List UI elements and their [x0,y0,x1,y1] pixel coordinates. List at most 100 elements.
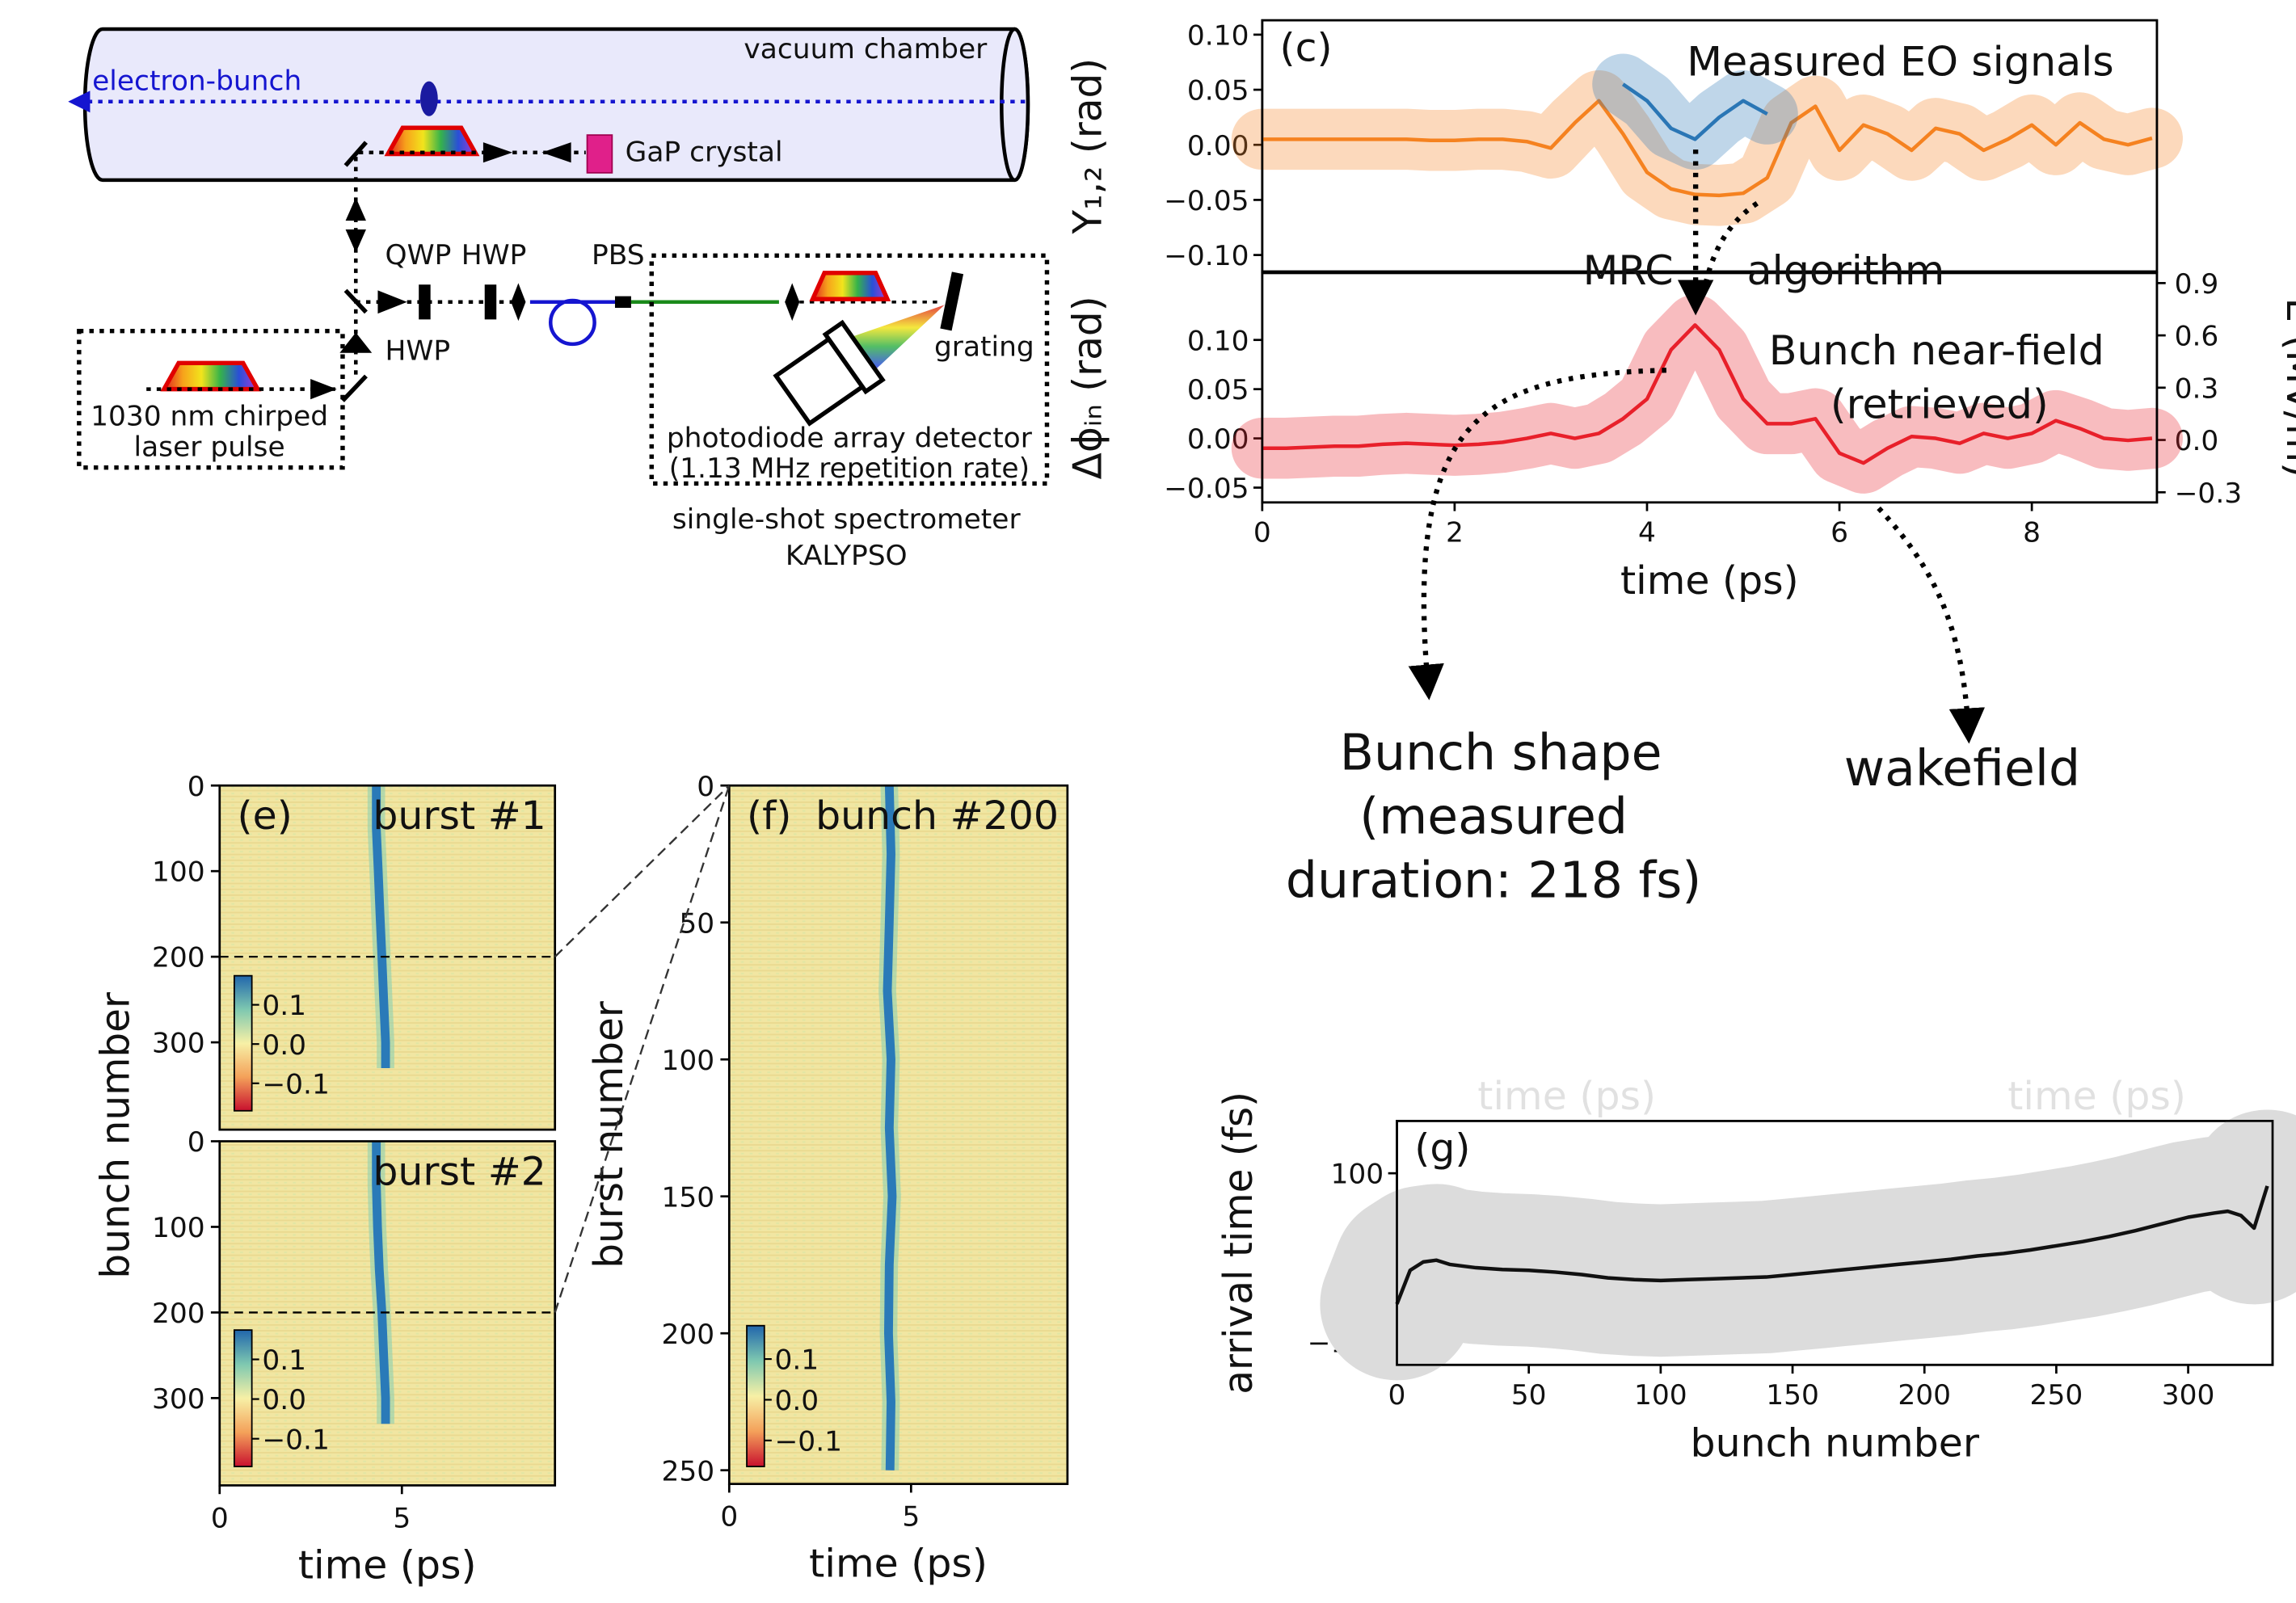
grating [946,273,957,330]
colorbar [234,1330,252,1466]
x-tick-label: 0 [1388,1379,1406,1412]
annotation: Bunch shape [1340,725,1662,782]
annotation: (retrieved) [1830,381,2049,428]
y2-tick-label: −0.3 [2175,478,2243,510]
label: 1030 nm chirped [91,401,328,433]
y-tick-label: −0.10 [1164,240,1249,272]
arrow [1879,508,1969,726]
spread-band [1623,84,1767,139]
y2-tick-label: 0.9 [2175,268,2219,301]
page: EO bunch measurement figure html, body {… [0,0,2296,1603]
x-tick-label: 0 [720,1501,738,1534]
faded-label: time (ps) [1477,1074,1656,1119]
ridge [887,785,892,1470]
x-tick-label: 300 [2162,1379,2215,1412]
arrow [377,290,407,313]
x-axis-label: bunch number [1691,1421,1980,1466]
mirror [343,376,366,401]
label: photodiode array detector [667,423,1033,455]
annotation: Measured EO signals [1687,38,2113,86]
y-axis-label: Y₁,₂ (rad) [1065,58,1110,235]
annotation: duration: 218 fs) [1286,852,1701,910]
x-tick-label: 200 [1898,1379,1951,1412]
label: PBS [592,239,645,271]
x-tick-label: 8 [2023,516,2041,549]
setup-diagram: vacuum chamber electron-bunch GaP crysta… [79,29,1047,572]
panel-label: (e) [238,793,293,839]
y-tick-label: 100 [152,856,205,889]
colorbar [234,976,252,1111]
pulse [813,273,887,299]
x-tick-label: 5 [902,1501,920,1534]
colorbar-tick-label: 0.0 [262,1384,306,1416]
faded-label: time (ps) [2007,1074,2186,1119]
spread-band [1397,1186,2268,1304]
x-axis-label: time (ps) [298,1543,477,1588]
x-axis-label: time (ps) [809,1542,988,1587]
x-tick-label: 5 [393,1503,411,1535]
y-tick-label: 200 [662,1319,715,1351]
y-tick-label: 100 [1331,1159,1384,1191]
y-tick-label: 0.05 [1187,75,1249,107]
annotation: MRC [1583,246,1674,294]
hwp [485,284,496,319]
panel-label: (c) [1280,26,1333,71]
label: GaP crystal [626,137,783,169]
label: electron-bunch [92,65,301,98]
y-tick-label: 0.10 [1187,20,1249,53]
label: QWP [385,239,452,271]
body: { "diagram": { "vacuum_chamber": "vacuum… [0,0,2296,1603]
annotation: wakefield [1844,740,2080,797]
panel-title: bunch #200 [815,793,1059,839]
y-axis-label: bunch number [93,991,138,1278]
y-tick-label: 0 [187,771,205,803]
y-tick-label: 0.10 [1187,325,1249,357]
lens [785,283,799,321]
y-axis-label: arrival time (fs) [1216,1092,1262,1395]
electron-bunch [420,82,438,116]
fiber-loop [550,301,594,344]
x-tick-label: 0 [1253,516,1271,549]
x-tick-label: 100 [1634,1379,1687,1412]
y-tick-label: 250 [662,1455,715,1487]
colorbar [747,1326,765,1466]
colorbar-tick-label: 0.1 [774,1344,819,1377]
y2-tick-label: 0.6 [2175,321,2219,353]
panel-title: burst #1 [373,793,546,839]
colorbar-tick-label: 0.0 [774,1385,819,1417]
label: HWP [461,239,527,271]
colorbar-tick-label: −0.1 [262,1068,330,1100]
panel-label: (g) [1414,1126,1470,1172]
colorbar-tick-label: −0.1 [774,1426,842,1458]
y2-tick-label: 0.3 [2175,373,2219,406]
tube-end [1001,29,1028,180]
label: HWP [385,335,451,368]
y-tick-label: 100 [662,1045,715,1077]
figure: vacuum chamber electron-bunch GaP crysta… [0,0,2296,1603]
pbs [615,297,631,308]
y2-axis-label: E (MV/m) [2277,298,2296,478]
label: grating [934,330,1034,363]
panel-label: (f) [747,793,791,839]
x-tick-label: 50 [1511,1379,1547,1412]
x-tick-label: 2 [1446,516,1464,549]
y-tick-label: −0.05 [1164,473,1249,505]
y-tick-label: 200 [152,942,205,974]
lens [511,283,525,321]
x-tick-label: 4 [1638,516,1656,549]
x-axis-label: time (ps) [1620,558,1799,604]
label: single-shot spectrometer [672,503,1022,536]
x-tick-label: 250 [2030,1379,2083,1412]
colorbar-tick-label: 0.0 [262,1029,306,1062]
y-tick-label: 200 [152,1298,205,1330]
y-axis-label: Δϕᵢₙ (rad) [1065,296,1110,479]
pulse [388,128,476,154]
y-tick-label: 300 [152,1028,205,1060]
label: KALYPSO [786,540,908,572]
y-tick-label: 150 [662,1181,715,1214]
y-axis-label: burst number [587,1000,632,1269]
x-tick-label: 0 [211,1503,229,1535]
colorbar-tick-label: 0.1 [262,1344,306,1377]
y-tick-label: 0.05 [1187,374,1249,406]
label: vacuum chamber [744,33,988,65]
